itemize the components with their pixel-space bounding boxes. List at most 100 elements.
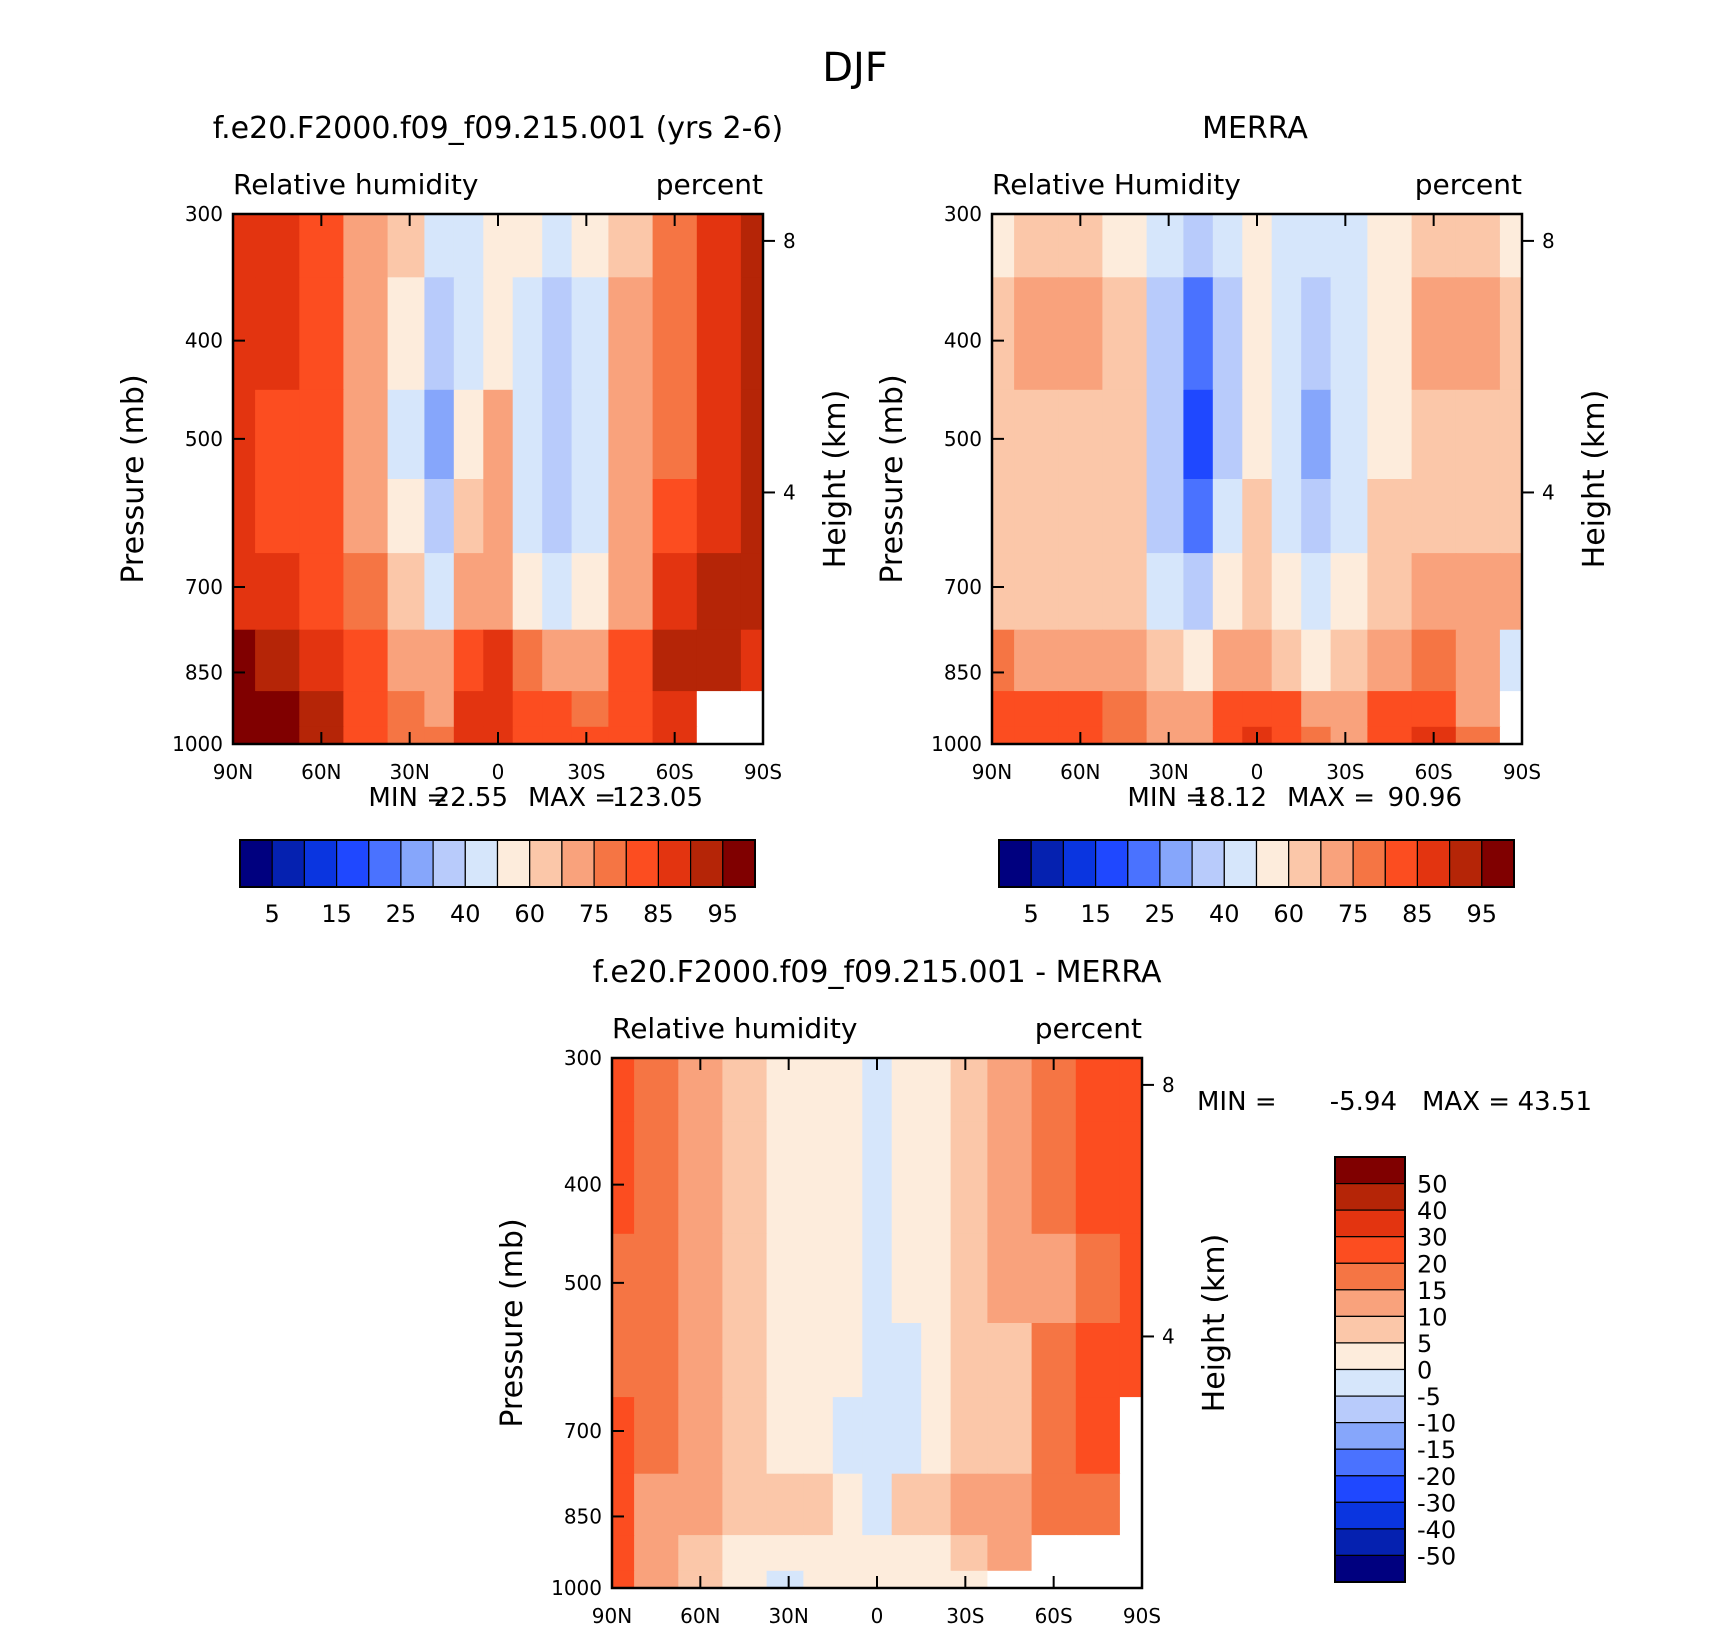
heatmap-cell <box>483 691 514 728</box>
heatmap-cell <box>1119 1473 1143 1536</box>
colorbar-label: 75 <box>579 900 610 928</box>
x-tick-label: 30S <box>946 1604 984 1628</box>
heatmap-cell <box>1014 553 1059 631</box>
heatmap-cell <box>1058 629 1104 692</box>
colorbar-swatch <box>1334 1236 1406 1264</box>
panel-title: f.e20.F2000.f09_f09.215.001 (yrs 2-6) <box>213 111 783 146</box>
colorbar-swatch <box>1094 839 1129 888</box>
heatmap-cell <box>1499 389 1523 480</box>
heatmap-cell <box>1031 1535 1077 1572</box>
heatmap-cell <box>1146 726 1184 745</box>
heatmap-cell <box>862 1473 893 1536</box>
panel-units-label: percent <box>1415 168 1522 201</box>
heatmap-cell <box>343 214 389 278</box>
heatmap-cell <box>992 553 1015 631</box>
x-tick-label: 60S <box>1415 760 1453 784</box>
heatmap-cell <box>542 726 573 745</box>
y-tick-label: 300 <box>185 202 223 226</box>
colorbar-label: -30 <box>1417 1489 1456 1517</box>
heatmap-cell <box>1102 389 1148 480</box>
figure-title: DJF <box>822 45 888 91</box>
heatmap-cell <box>803 1058 834 1122</box>
heatmap-cell <box>1330 389 1368 480</box>
heatmap-cell <box>1242 277 1273 391</box>
x-tick-label: 0 <box>1251 760 1264 784</box>
heatmap-cell <box>512 479 543 554</box>
colorbar-swatch <box>1384 839 1419 888</box>
heatmap-cell <box>1075 1397 1121 1475</box>
heatmap-cell <box>921 1233 952 1324</box>
heatmap-cell <box>832 1535 863 1572</box>
heatmap-cell <box>1212 553 1243 631</box>
panel-units-label: percent <box>656 168 763 201</box>
colorbar: 5 15 25 40 60 75 85 95 <box>998 839 1515 928</box>
heatmap-cell <box>233 691 256 728</box>
heatmap-cell <box>987 1323 1033 1398</box>
heatmap-cell <box>740 277 764 391</box>
heatmap-cell <box>1146 389 1184 480</box>
min-value: 22.55 <box>434 783 508 813</box>
heatmap-cell <box>1075 1570 1121 1589</box>
x-tick-label: 90N <box>972 760 1012 784</box>
heatmap-cell <box>891 1473 922 1536</box>
heatmap-cell <box>740 629 764 692</box>
heatmap-cell <box>255 629 300 692</box>
heatmap-cell <box>387 726 425 745</box>
heatmap-cells <box>612 1058 1143 1589</box>
y-tick-label: 850 <box>185 660 223 684</box>
x-tick-label: 90S <box>1123 1604 1161 1628</box>
heatmap-cell <box>803 1473 834 1536</box>
colorbar-swatch <box>1223 839 1258 888</box>
heatmap-cell <box>1367 479 1413 554</box>
colorbar-swatch <box>1334 1475 1406 1504</box>
colorbar-swatch <box>1127 839 1161 888</box>
colorbar-swatch <box>400 839 434 888</box>
heatmap-cell <box>766 1397 804 1475</box>
heatmap-cell <box>1212 726 1243 745</box>
heatmap-cell <box>992 691 1015 728</box>
heatmap-cell <box>542 277 573 391</box>
heatmap-cell <box>1183 214 1214 278</box>
heatmap-cell <box>1119 1570 1143 1589</box>
heatmap-cell <box>608 214 654 278</box>
heatmap-cell <box>1146 691 1184 728</box>
y-axis-label: Pressure (mb) <box>116 374 151 583</box>
heatmap-cell <box>950 1233 988 1324</box>
heatmap-cell <box>1058 553 1104 631</box>
heatmap-cell <box>343 389 389 480</box>
colorbar-label: 0 <box>1417 1357 1432 1385</box>
colorbar-label: 50 <box>1417 1171 1448 1199</box>
heatmap-cell <box>608 277 654 391</box>
heatmap-cell <box>832 1121 863 1235</box>
heatmap-cell <box>1330 277 1368 391</box>
x-tick-label: 30N <box>389 760 429 784</box>
heatmap-cell <box>512 214 543 278</box>
heatmap-cell <box>722 1397 768 1475</box>
heatmap-cell <box>233 389 256 480</box>
heatmap-cell <box>608 691 654 728</box>
heatmap-cell <box>1058 389 1104 480</box>
x-tick-label: 30N <box>1148 760 1188 784</box>
heatmap-cell <box>1499 479 1523 554</box>
heatmap-cell <box>652 629 698 692</box>
heatmap-cell <box>678 1233 724 1324</box>
max-value: 43.51 <box>1518 1087 1592 1117</box>
heatmap-cell <box>992 389 1015 480</box>
heatmap-cell <box>678 1121 724 1235</box>
heatmap-cell <box>992 479 1015 554</box>
heatmap-cell <box>803 1121 834 1235</box>
colorbar-label: -40 <box>1417 1516 1456 1544</box>
heatmap-cell <box>950 1323 988 1398</box>
colorbar-label: 10 <box>1417 1303 1448 1331</box>
x-tick-label: 0 <box>492 760 505 784</box>
heatmap-cell <box>542 691 573 728</box>
heatmap-cell <box>1301 553 1332 631</box>
heatmap-cell <box>678 1323 724 1398</box>
heatmap-cell <box>1301 479 1332 554</box>
heatmap-cell <box>1212 691 1243 728</box>
colorbar-frame <box>239 839 756 888</box>
heatmap-cell <box>766 1058 804 1122</box>
heatmap-cell <box>832 1570 863 1589</box>
heatmap-cell <box>1367 389 1413 480</box>
heatmap-cell <box>722 1535 768 1572</box>
